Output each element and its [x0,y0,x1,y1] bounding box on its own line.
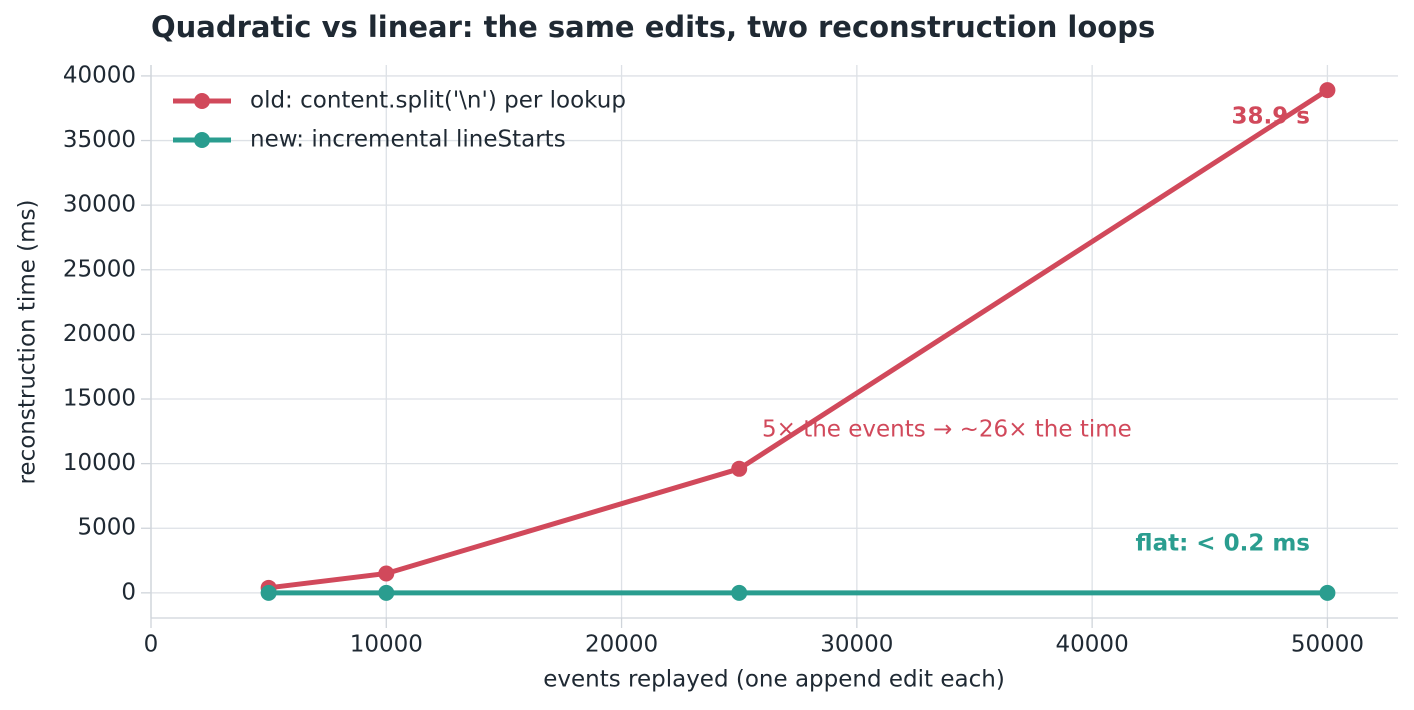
x-tick-label: 30000 [820,632,893,658]
x-tick-label: 10000 [350,632,423,658]
data-point [378,565,395,582]
x-tick-label: 50000 [1291,632,1364,658]
legend-marker [194,93,210,109]
y-axis-label: reconstruction time (ms) [15,199,41,484]
data-point [378,584,395,601]
y-tick-label: 40000 [63,62,136,88]
x-tick-label: 20000 [585,632,658,658]
x-tick-label: 40000 [1056,632,1129,658]
y-tick-label: 20000 [63,321,136,347]
data-point [1319,82,1336,99]
data-point [1319,584,1336,601]
annotation: flat: < 0.2 ms [1136,531,1310,557]
legend-label: new: incremental lineStarts [250,127,566,153]
y-tick-label: 30000 [63,192,136,218]
annotation: 5× the events → ~26× the time [762,417,1132,443]
data-point [731,460,748,477]
x-axis-label: events replayed (one append edit each) [543,667,1005,693]
y-tick-label: 25000 [63,256,136,282]
y-tick-label: 5000 [77,515,136,541]
y-tick-label: 0 [121,579,136,605]
y-tick-label: 15000 [63,386,136,412]
y-tick-label: 35000 [63,127,136,153]
data-point [260,584,277,601]
y-tick-label: 10000 [63,450,136,476]
annotation: 38.9 s [1232,104,1310,130]
chart-title: Quadratic vs linear: the same edits, two… [151,10,1155,44]
x-tick-label: 0 [144,632,159,658]
legend-label: old: content.split('\n') per lookup [250,88,626,114]
series-line [268,88,1329,591]
legend-marker [194,132,210,148]
data-point [731,584,748,601]
